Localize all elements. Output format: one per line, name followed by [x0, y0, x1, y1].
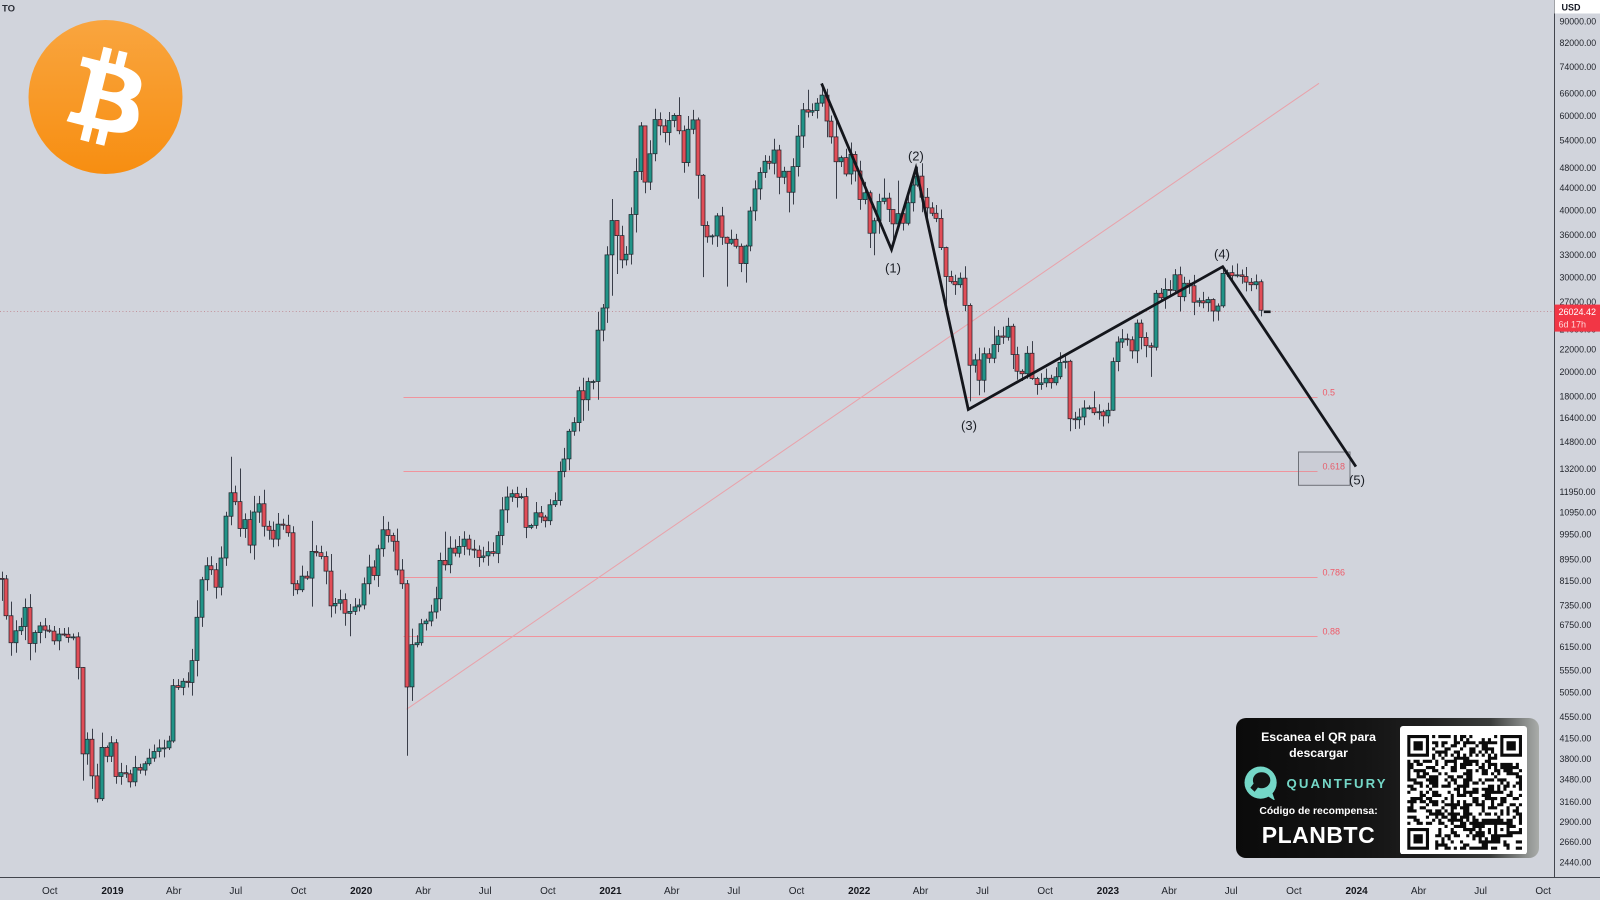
svg-text:44000.00: 44000.00	[1560, 183, 1597, 193]
svg-text:10950.00: 10950.00	[1560, 507, 1597, 517]
svg-text:13200.00: 13200.00	[1560, 464, 1597, 474]
svg-text:90000.00: 90000.00	[1560, 16, 1597, 26]
svg-text:8950.00: 8950.00	[1560, 554, 1592, 564]
svg-text:0.88: 0.88	[1323, 627, 1341, 637]
svg-text:2023: 2023	[1097, 886, 1120, 897]
svg-text:16400.00: 16400.00	[1560, 413, 1597, 423]
svg-text:Abr: Abr	[415, 886, 431, 897]
svg-text:54000.00: 54000.00	[1560, 135, 1597, 145]
svg-text:0.786: 0.786	[1323, 568, 1346, 578]
svg-text:6750.00: 6750.00	[1560, 620, 1592, 630]
svg-text:Jul: Jul	[727, 886, 740, 897]
svg-text:(5): (5)	[1349, 473, 1365, 488]
svg-text:Jul: Jul	[479, 886, 492, 897]
svg-text:Jul: Jul	[976, 886, 989, 897]
svg-text:Oct: Oct	[1037, 886, 1053, 897]
svg-text:5050.00: 5050.00	[1560, 688, 1592, 698]
svg-text:(3): (3)	[961, 418, 977, 433]
svg-text:74000.00: 74000.00	[1560, 62, 1597, 72]
svg-text:Oct: Oct	[1535, 886, 1551, 897]
svg-text:4150.00: 4150.00	[1560, 734, 1592, 744]
svg-text:5550.00: 5550.00	[1560, 666, 1592, 676]
svg-text:33000.00: 33000.00	[1560, 250, 1597, 260]
svg-text:Abr: Abr	[664, 886, 680, 897]
svg-text:8150.00: 8150.00	[1560, 576, 1592, 586]
svg-text:Oct: Oct	[42, 886, 58, 897]
svg-text:0.5: 0.5	[1323, 388, 1336, 398]
svg-text:60000.00: 60000.00	[1560, 111, 1597, 121]
svg-text:(1): (1)	[885, 261, 901, 276]
svg-text:4550.00: 4550.00	[1560, 712, 1592, 722]
svg-text:2020: 2020	[350, 886, 373, 897]
svg-text:30000.00: 30000.00	[1560, 272, 1597, 282]
svg-text:Abr: Abr	[1411, 886, 1427, 897]
svg-text:2900.00: 2900.00	[1560, 817, 1592, 827]
svg-text:22000.00: 22000.00	[1560, 345, 1597, 355]
svg-text:Oct: Oct	[1286, 886, 1302, 897]
svg-text:14800.00: 14800.00	[1560, 437, 1597, 447]
svg-text:(2): (2)	[908, 149, 924, 164]
svg-text:66000.00: 66000.00	[1560, 89, 1597, 99]
svg-text:27000.00: 27000.00	[1560, 297, 1597, 307]
svg-text:82000.00: 82000.00	[1560, 38, 1597, 48]
svg-text:48000.00: 48000.00	[1560, 163, 1597, 173]
svg-text:26024.42: 26024.42	[1559, 307, 1597, 317]
svg-text:Jul: Jul	[1474, 886, 1487, 897]
svg-text:20000.00: 20000.00	[1560, 367, 1597, 377]
svg-text:Jul: Jul	[229, 886, 242, 897]
svg-text:3480.00: 3480.00	[1560, 775, 1592, 785]
svg-text:2022: 2022	[848, 886, 871, 897]
svg-text:(4): (4)	[1214, 247, 1230, 262]
svg-text:36000.00: 36000.00	[1560, 230, 1597, 240]
svg-text:Abr: Abr	[1161, 886, 1177, 897]
svg-text:3800.00: 3800.00	[1560, 754, 1592, 764]
svg-text:9950.00: 9950.00	[1560, 530, 1592, 540]
svg-text:6150.00: 6150.00	[1560, 642, 1592, 652]
svg-text:Oct: Oct	[291, 886, 307, 897]
svg-text:Oct: Oct	[789, 886, 805, 897]
svg-text:0.618: 0.618	[1323, 462, 1346, 472]
svg-text:3160.00: 3160.00	[1560, 797, 1592, 807]
svg-text:Abr: Abr	[913, 886, 929, 897]
svg-text:7350.00: 7350.00	[1560, 600, 1592, 610]
svg-text:Jul: Jul	[1225, 886, 1238, 897]
svg-text:2021: 2021	[599, 886, 622, 897]
svg-text:USD: USD	[1562, 2, 1582, 12]
svg-text:6d 17h: 6d 17h	[1559, 320, 1587, 330]
svg-text:11950.00: 11950.00	[1560, 487, 1596, 497]
svg-text:2440.00: 2440.00	[1560, 857, 1592, 867]
svg-text:2019: 2019	[101, 886, 124, 897]
svg-text:Abr: Abr	[166, 886, 182, 897]
svg-text:40000.00: 40000.00	[1560, 205, 1597, 215]
svg-text:2024: 2024	[1345, 886, 1368, 897]
svg-text:18000.00: 18000.00	[1560, 392, 1597, 402]
svg-text:2660.00: 2660.00	[1560, 837, 1592, 847]
svg-text:Oct: Oct	[540, 886, 556, 897]
svg-text:TO: TO	[2, 4, 15, 15]
